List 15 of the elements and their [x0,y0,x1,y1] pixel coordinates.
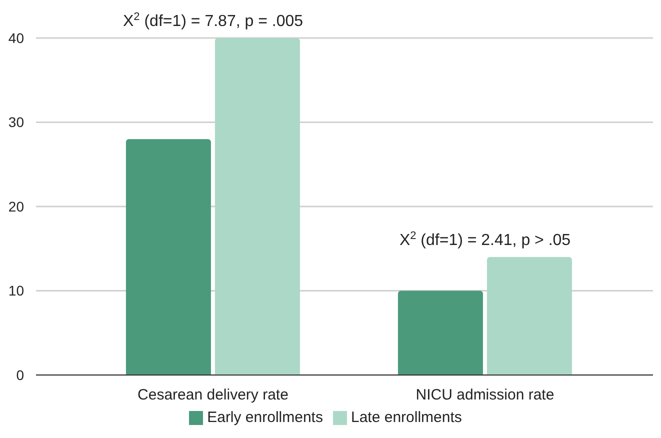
legend-label: Early enrollments [207,409,323,426]
y-tick-label: 40 [8,30,24,46]
bar [126,139,211,375]
x-tick-label: NICU admission rate [416,386,554,404]
bar [486,257,572,375]
bar [398,290,483,375]
legend-label: Late enrollments [350,409,462,426]
y-tick-label: 20 [8,198,24,214]
x-tick-label: Cesarean delivery rate [138,386,288,404]
annotation: X$^{2}$ (df=1) = 2.41, p > .05 [399,230,571,250]
y-tick-label: 30 [8,114,24,130]
bar [214,38,300,375]
y-tick-label: 10 [8,282,24,299]
y-tick-label: 0 [16,366,24,383]
text: X$^{2}$ (df=1) = 7.87, p = .005 [122,11,304,30]
